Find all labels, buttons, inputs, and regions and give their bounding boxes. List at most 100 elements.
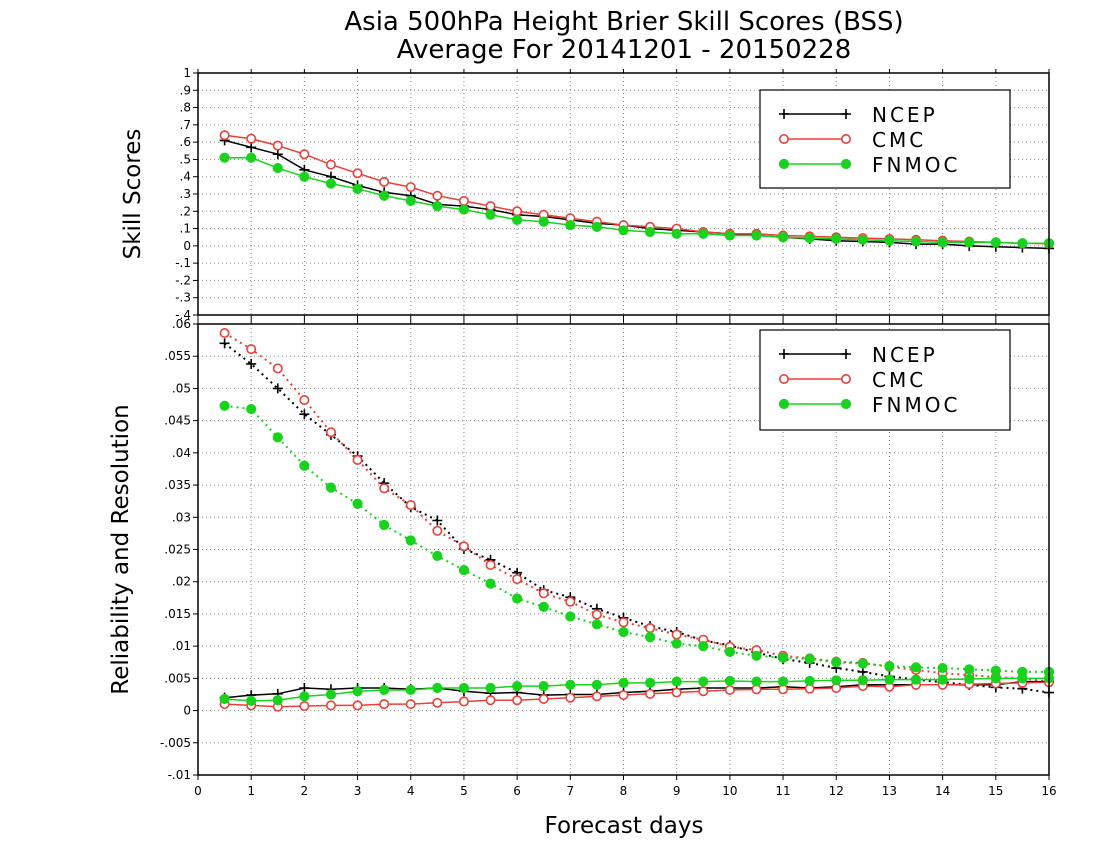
data-point	[831, 675, 842, 686]
data-point	[644, 632, 656, 643]
data-point	[405, 684, 416, 696]
y-tick-label: .035	[164, 478, 191, 492]
data-point	[485, 695, 496, 706]
y-tick-label: 0	[183, 704, 191, 718]
data-point	[884, 674, 895, 685]
legend-marker	[840, 373, 851, 384]
y-tick-label: -.2	[175, 273, 191, 287]
data-point	[299, 171, 310, 182]
data-point	[512, 593, 523, 604]
data-point	[379, 684, 390, 696]
data-point	[591, 221, 603, 232]
legend-marker	[840, 134, 851, 145]
data-point	[458, 541, 469, 552]
series-line	[224, 404, 1049, 673]
data-point	[618, 617, 629, 628]
data-point	[272, 140, 283, 151]
data-point	[884, 661, 895, 672]
data-point	[272, 432, 283, 443]
data-point	[512, 680, 523, 692]
data-point	[645, 688, 656, 699]
y-tick-label: -.01	[168, 768, 191, 782]
data-point	[432, 550, 443, 562]
data-point	[724, 230, 735, 241]
data-point	[219, 400, 230, 411]
data-point	[379, 519, 390, 531]
data-point	[512, 574, 523, 585]
data-point	[352, 700, 363, 711]
data-point	[990, 673, 1001, 684]
data-point	[432, 525, 443, 536]
data-point	[325, 689, 337, 700]
data-point	[325, 700, 336, 711]
data-point	[618, 626, 629, 638]
data-point	[458, 565, 470, 576]
data-point	[724, 646, 735, 658]
data-point	[405, 699, 416, 710]
data-point	[565, 611, 576, 622]
data-point	[272, 363, 283, 374]
data-point	[990, 237, 1001, 248]
data-point	[219, 328, 230, 339]
data-point	[644, 226, 656, 238]
y-axis-label: Skill Scores	[120, 129, 146, 260]
data-point	[671, 629, 682, 640]
data-point	[246, 152, 257, 163]
legend-item-ncep: NCEP	[779, 343, 938, 367]
data-point	[591, 609, 602, 620]
x-tick-label: 16	[1041, 784, 1056, 798]
y-tick-label: .005	[164, 671, 191, 685]
data-point	[299, 701, 310, 712]
data-point	[352, 183, 363, 194]
legend-box	[759, 329, 1011, 431]
data-point	[565, 596, 576, 607]
data-point	[299, 691, 310, 702]
legend-marker	[778, 398, 790, 410]
y-tick-label: .4	[180, 170, 191, 184]
y-tick-label: .2	[180, 204, 191, 218]
series-fnmoc-reliability	[219, 673, 1055, 707]
y-tick-label: .015	[164, 607, 191, 621]
data-point	[299, 409, 310, 420]
data-point	[219, 338, 230, 349]
x-tick-label: 3	[354, 784, 362, 798]
data-point	[246, 695, 257, 707]
data-point	[751, 676, 762, 687]
y-tick-label: .045	[164, 414, 191, 428]
y-tick-label: 1	[183, 66, 191, 80]
data-point	[618, 690, 629, 701]
data-point	[724, 684, 735, 695]
data-point	[512, 214, 523, 226]
legend-label: NCEP	[872, 103, 938, 127]
data-point	[671, 638, 682, 649]
series-ncep-reliability	[219, 676, 1054, 703]
data-point	[485, 209, 496, 220]
data-point	[857, 658, 868, 669]
legend-marker	[841, 349, 851, 359]
y-tick-label: .01	[172, 639, 191, 653]
data-point	[645, 623, 656, 634]
x-tick-label: 15	[988, 784, 1003, 798]
legend-marker	[841, 109, 851, 119]
data-point	[246, 358, 257, 369]
legend-item-fnmoc: FNMOC	[778, 153, 957, 177]
data-point	[910, 662, 922, 673]
legend-marker	[779, 349, 789, 359]
x-tick-label: 5	[460, 784, 468, 798]
y-tick-label: .7	[180, 118, 191, 132]
data-point	[884, 235, 895, 246]
data-point	[432, 201, 443, 212]
legend-label: NCEP	[872, 343, 938, 367]
data-point	[538, 588, 549, 599]
y-tick-label: .02	[172, 575, 191, 589]
data-point	[671, 687, 682, 698]
y-axis-label: Reliability and Resolution	[108, 404, 134, 694]
data-point	[485, 201, 496, 212]
x-tick-label: 10	[722, 784, 737, 798]
data-point	[565, 220, 576, 231]
y-tick-label: .3	[180, 187, 191, 201]
data-point	[1017, 238, 1028, 249]
legend-item-fnmoc: FNMOC	[778, 393, 957, 417]
